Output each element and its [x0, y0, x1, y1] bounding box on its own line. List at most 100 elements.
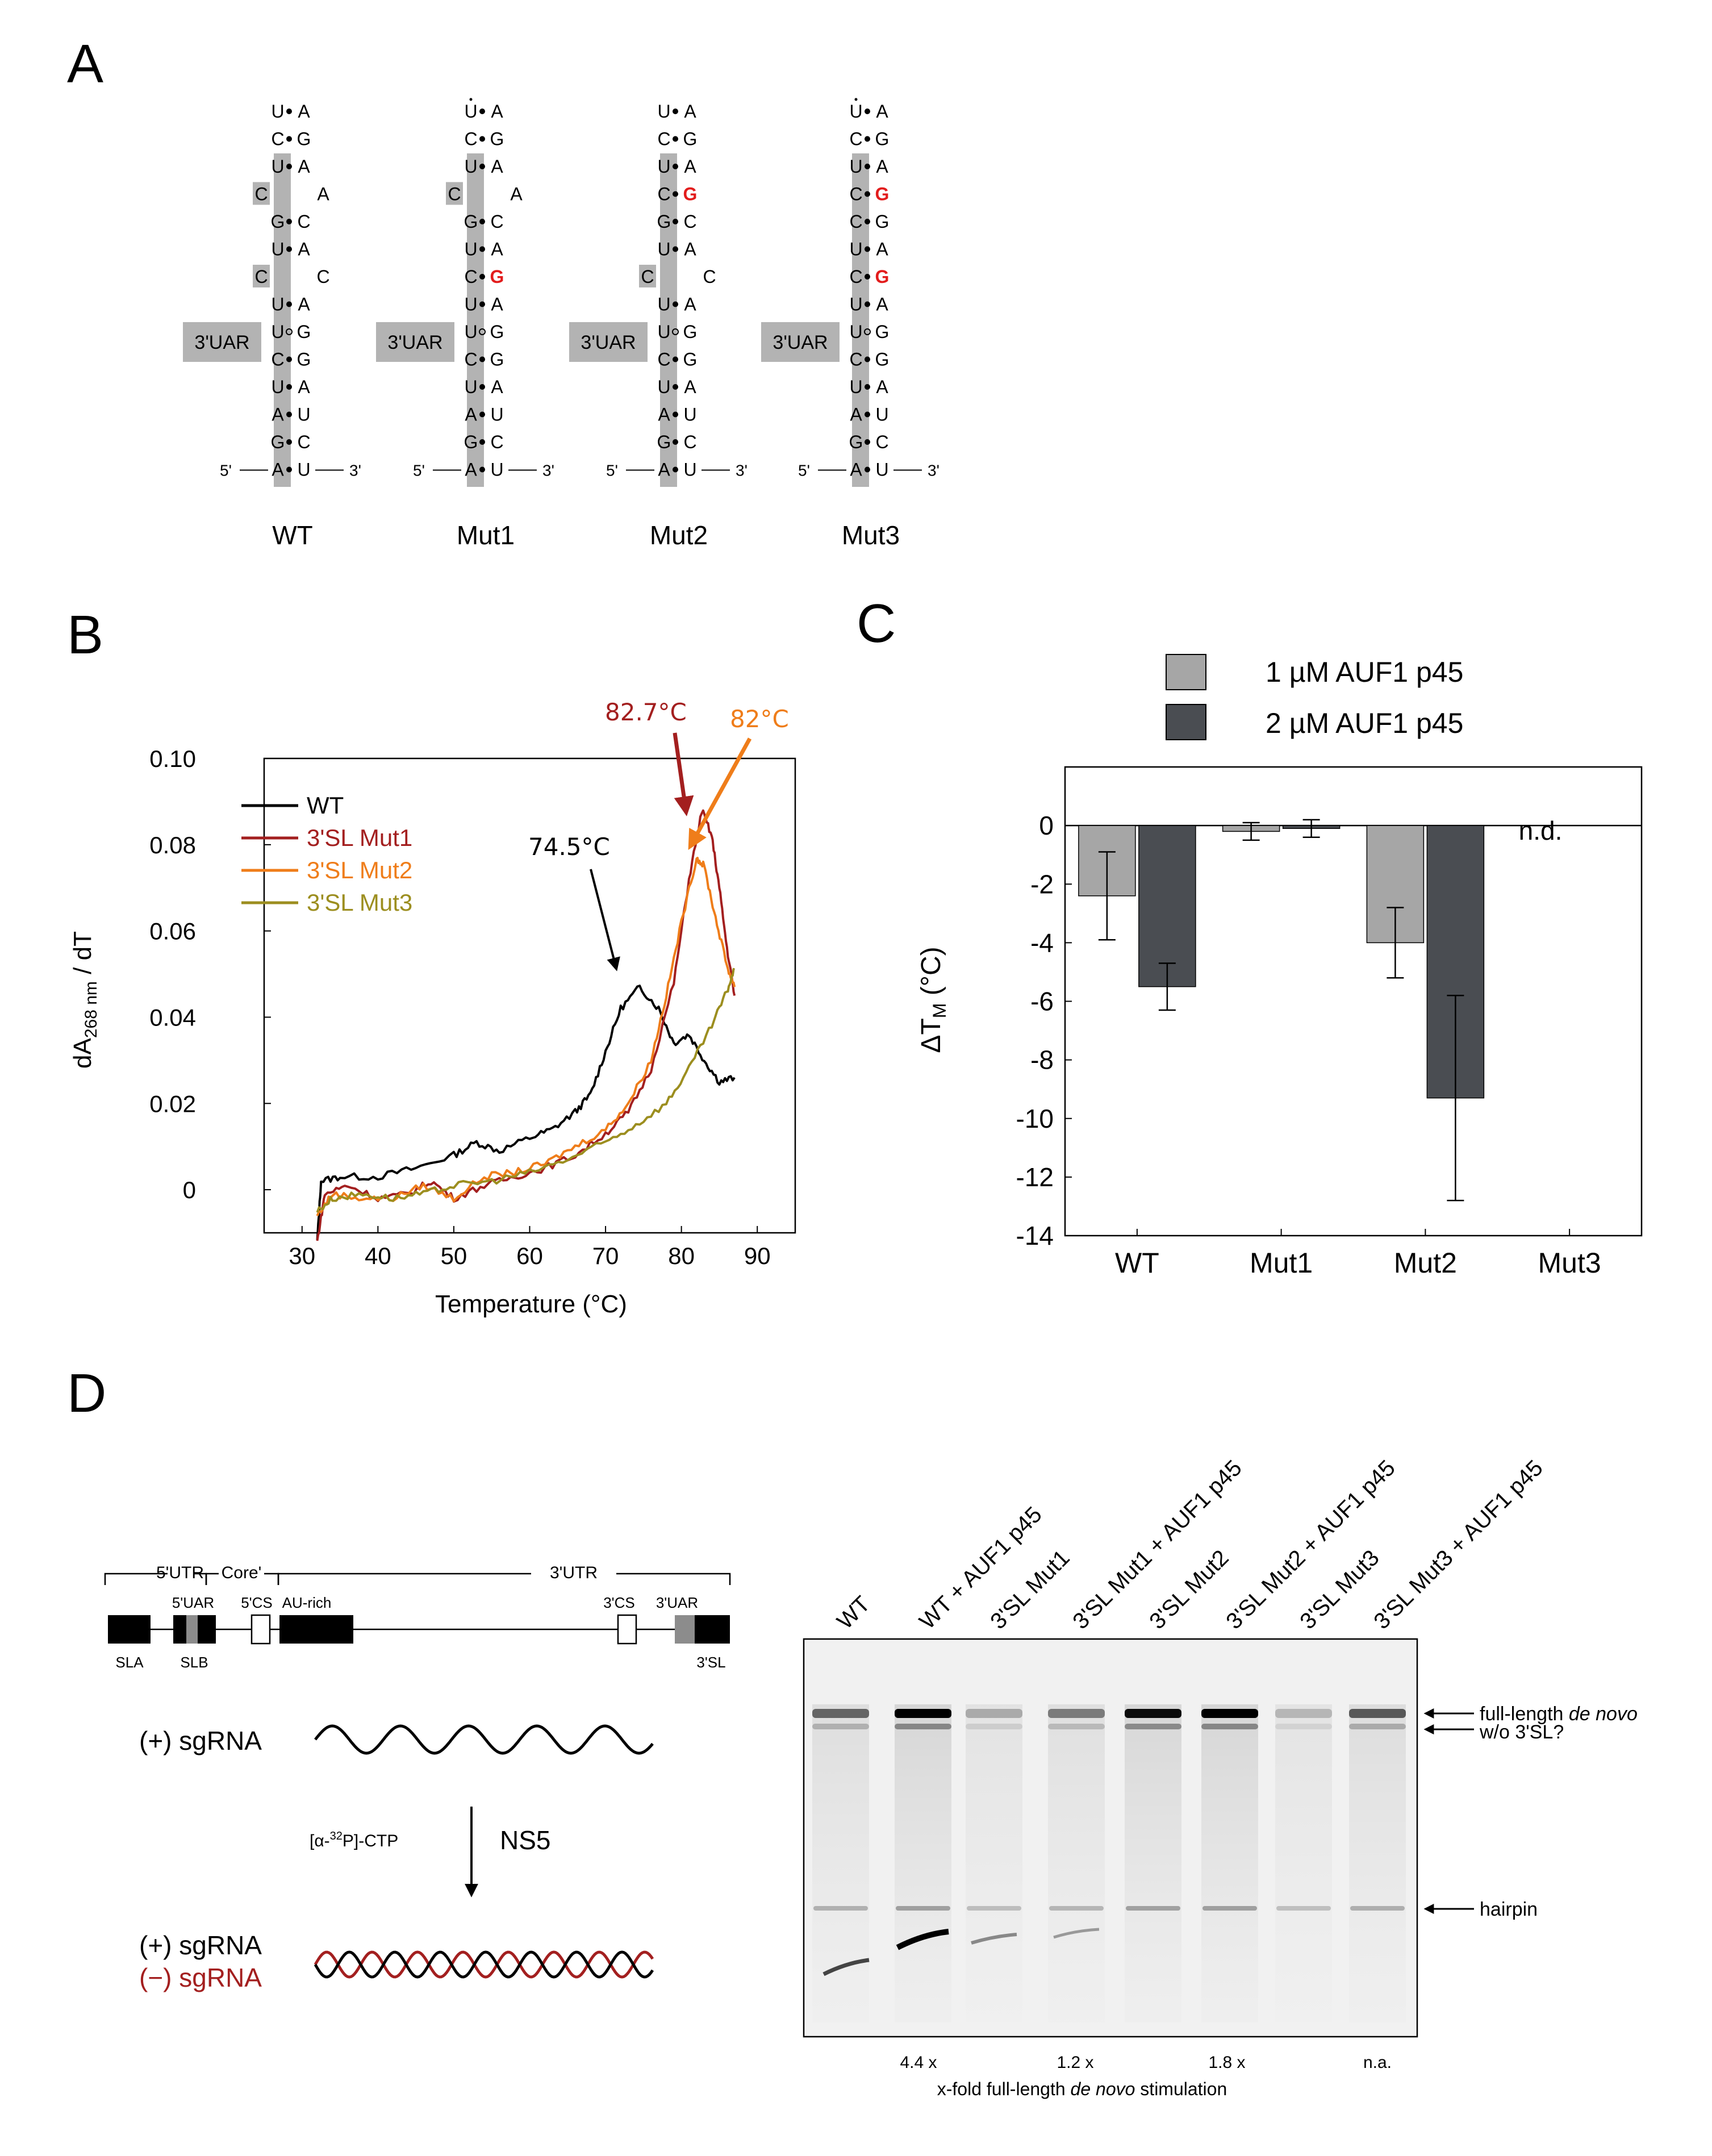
- nucleotide-right: C: [490, 432, 503, 452]
- bulge-shade: [253, 182, 270, 205]
- label-ctp: [α-32P]-CTP: [310, 1830, 398, 1850]
- nucleotide-left: C: [849, 129, 862, 149]
- pair-dot: [673, 356, 678, 362]
- nucleotide-left: U: [849, 322, 862, 342]
- pair-dot: [865, 301, 870, 307]
- legend-label-2um: 2 µM AUF1 p45: [1266, 707, 1463, 739]
- nucleotide-left: A: [850, 460, 862, 480]
- pair-dot: [286, 109, 292, 114]
- chart-b-xlabel: Temperature (°C): [435, 1290, 627, 1318]
- nucleotide-right: A: [684, 156, 696, 177]
- y-tick-label: 0.08: [149, 832, 196, 858]
- nucleotide-left: U: [657, 294, 670, 315]
- band-hairpin: [1126, 1906, 1180, 1911]
- pair-dot: [673, 439, 678, 445]
- panel-d-scheme: 5'UTR Core' 3'UTR 5'UAR 5'CS AU-rich 3'C…: [104, 1563, 731, 1992]
- panel-label-c: C: [857, 593, 896, 654]
- nucleotide-left: A: [658, 460, 670, 480]
- nucleotide-left: U: [849, 156, 862, 177]
- nucleotide-right: G: [683, 349, 698, 370]
- nucleotide-left: A: [272, 404, 284, 425]
- pair-dot: [865, 411, 870, 418]
- nucleotide-left: G: [849, 432, 863, 452]
- nucleotide-right: G: [297, 129, 311, 149]
- box-aurich: [279, 1615, 353, 1644]
- construct-label: Mut2: [650, 520, 708, 550]
- nucleotide-left: C: [448, 184, 461, 205]
- nucleotide-right: A: [876, 156, 888, 177]
- legend-swatch-1um: [1166, 654, 1206, 690]
- nucleotide-left: C: [271, 129, 284, 149]
- nucleotide-right: G: [490, 349, 504, 370]
- pair-dot: [479, 274, 485, 280]
- nucleotide-right: U: [875, 460, 888, 480]
- band-hairpin: [1350, 1906, 1405, 1911]
- nucleotide-right: A: [684, 239, 696, 260]
- pair-dot: [286, 439, 292, 445]
- box-3sl: [695, 1615, 730, 1644]
- label-5uar: 5'UAR: [172, 1594, 214, 1611]
- nucleotide-left: U: [464, 294, 477, 315]
- nucleotide-right: G: [490, 129, 504, 149]
- band-low-wt: [822, 1958, 870, 1976]
- pair-dot: [865, 109, 870, 114]
- band-full-length: [1125, 1709, 1181, 1718]
- panel-a-structures: U AC GU AC AG CU AC CU AU GC GU AA UG CA U5' 3'3'UARWTU…: [183, 98, 939, 550]
- x-tick-label: Mut3: [1538, 1247, 1601, 1279]
- nucleotide-right: A: [491, 156, 503, 177]
- nucleotide-right: A: [876, 294, 888, 315]
- pair-dot: [865, 219, 870, 224]
- series-line-1: [316, 809, 736, 1241]
- band-hairpin: [1202, 1906, 1257, 1911]
- nucleotide-left: U: [849, 239, 862, 260]
- nucleotide-right: A: [684, 294, 696, 315]
- annotation-wt-arrow: [590, 869, 620, 971]
- nucleotide-right: G: [490, 266, 504, 287]
- nucleotide-left: U: [464, 101, 477, 122]
- band-hairpin: [896, 1906, 950, 1911]
- nucleotide-left: G: [271, 211, 285, 232]
- lane-smear: [1125, 1704, 1181, 2022]
- band-full-length: [1048, 1709, 1105, 1718]
- band-hairpin: [967, 1906, 1021, 1911]
- uar-box: [569, 322, 648, 362]
- nucleotide-left: G: [657, 432, 671, 452]
- uar-box: [761, 322, 840, 362]
- nucleotide-right: A: [298, 377, 310, 397]
- fold-mut1: 1.2 x: [1057, 2053, 1093, 2072]
- nucleotide-right: C: [490, 211, 503, 232]
- band-wo-3sl: [895, 1724, 951, 1729]
- band-low-mut1: [971, 1933, 1017, 1945]
- box-5uar: [186, 1615, 198, 1644]
- nucleotide-right: A: [491, 377, 503, 397]
- nucleotide-left: C: [641, 266, 654, 287]
- label-sla: SLA: [115, 1654, 144, 1671]
- y-tick-label: 0.04: [149, 1004, 196, 1031]
- y-tick-label: -8: [1030, 1045, 1054, 1075]
- nucleotide-right: A: [298, 101, 310, 122]
- y-tick-label: -4: [1030, 928, 1054, 957]
- pair-dot: [865, 246, 870, 252]
- annotation-wt-tm: 74.5°C: [528, 833, 610, 861]
- chart-b-ylabel: dA268 nm / dT: [69, 931, 101, 1069]
- lane-label: 3'SL Mut3 + AUF1 p45: [1369, 1456, 1548, 1634]
- nucleotide-left: U: [849, 377, 862, 397]
- annotation-mut1-arrow: [673, 732, 694, 816]
- nucleotide-right: A: [876, 101, 888, 122]
- band-wo-3sl: [1125, 1724, 1181, 1729]
- five-prime-label: 5': [413, 462, 425, 479]
- nucleotide-right: A: [510, 184, 523, 205]
- nucleotide-right: U: [875, 404, 888, 425]
- pair-dot: [673, 164, 678, 169]
- nucleotide-left: U: [271, 101, 284, 122]
- nucleotide-left: C: [464, 349, 477, 370]
- nucleotide-right: G: [875, 322, 890, 342]
- bulge-shade: [446, 182, 463, 205]
- pair-dot: [479, 109, 485, 114]
- fold-mut3: n.a.: [1363, 2053, 1392, 2072]
- chart-b-series: [316, 809, 736, 1241]
- nucleotide-left: U: [657, 377, 670, 397]
- nucleotide-left: A: [272, 460, 284, 480]
- x-tick-label: 70: [592, 1242, 619, 1269]
- construct-label: WT: [272, 520, 313, 550]
